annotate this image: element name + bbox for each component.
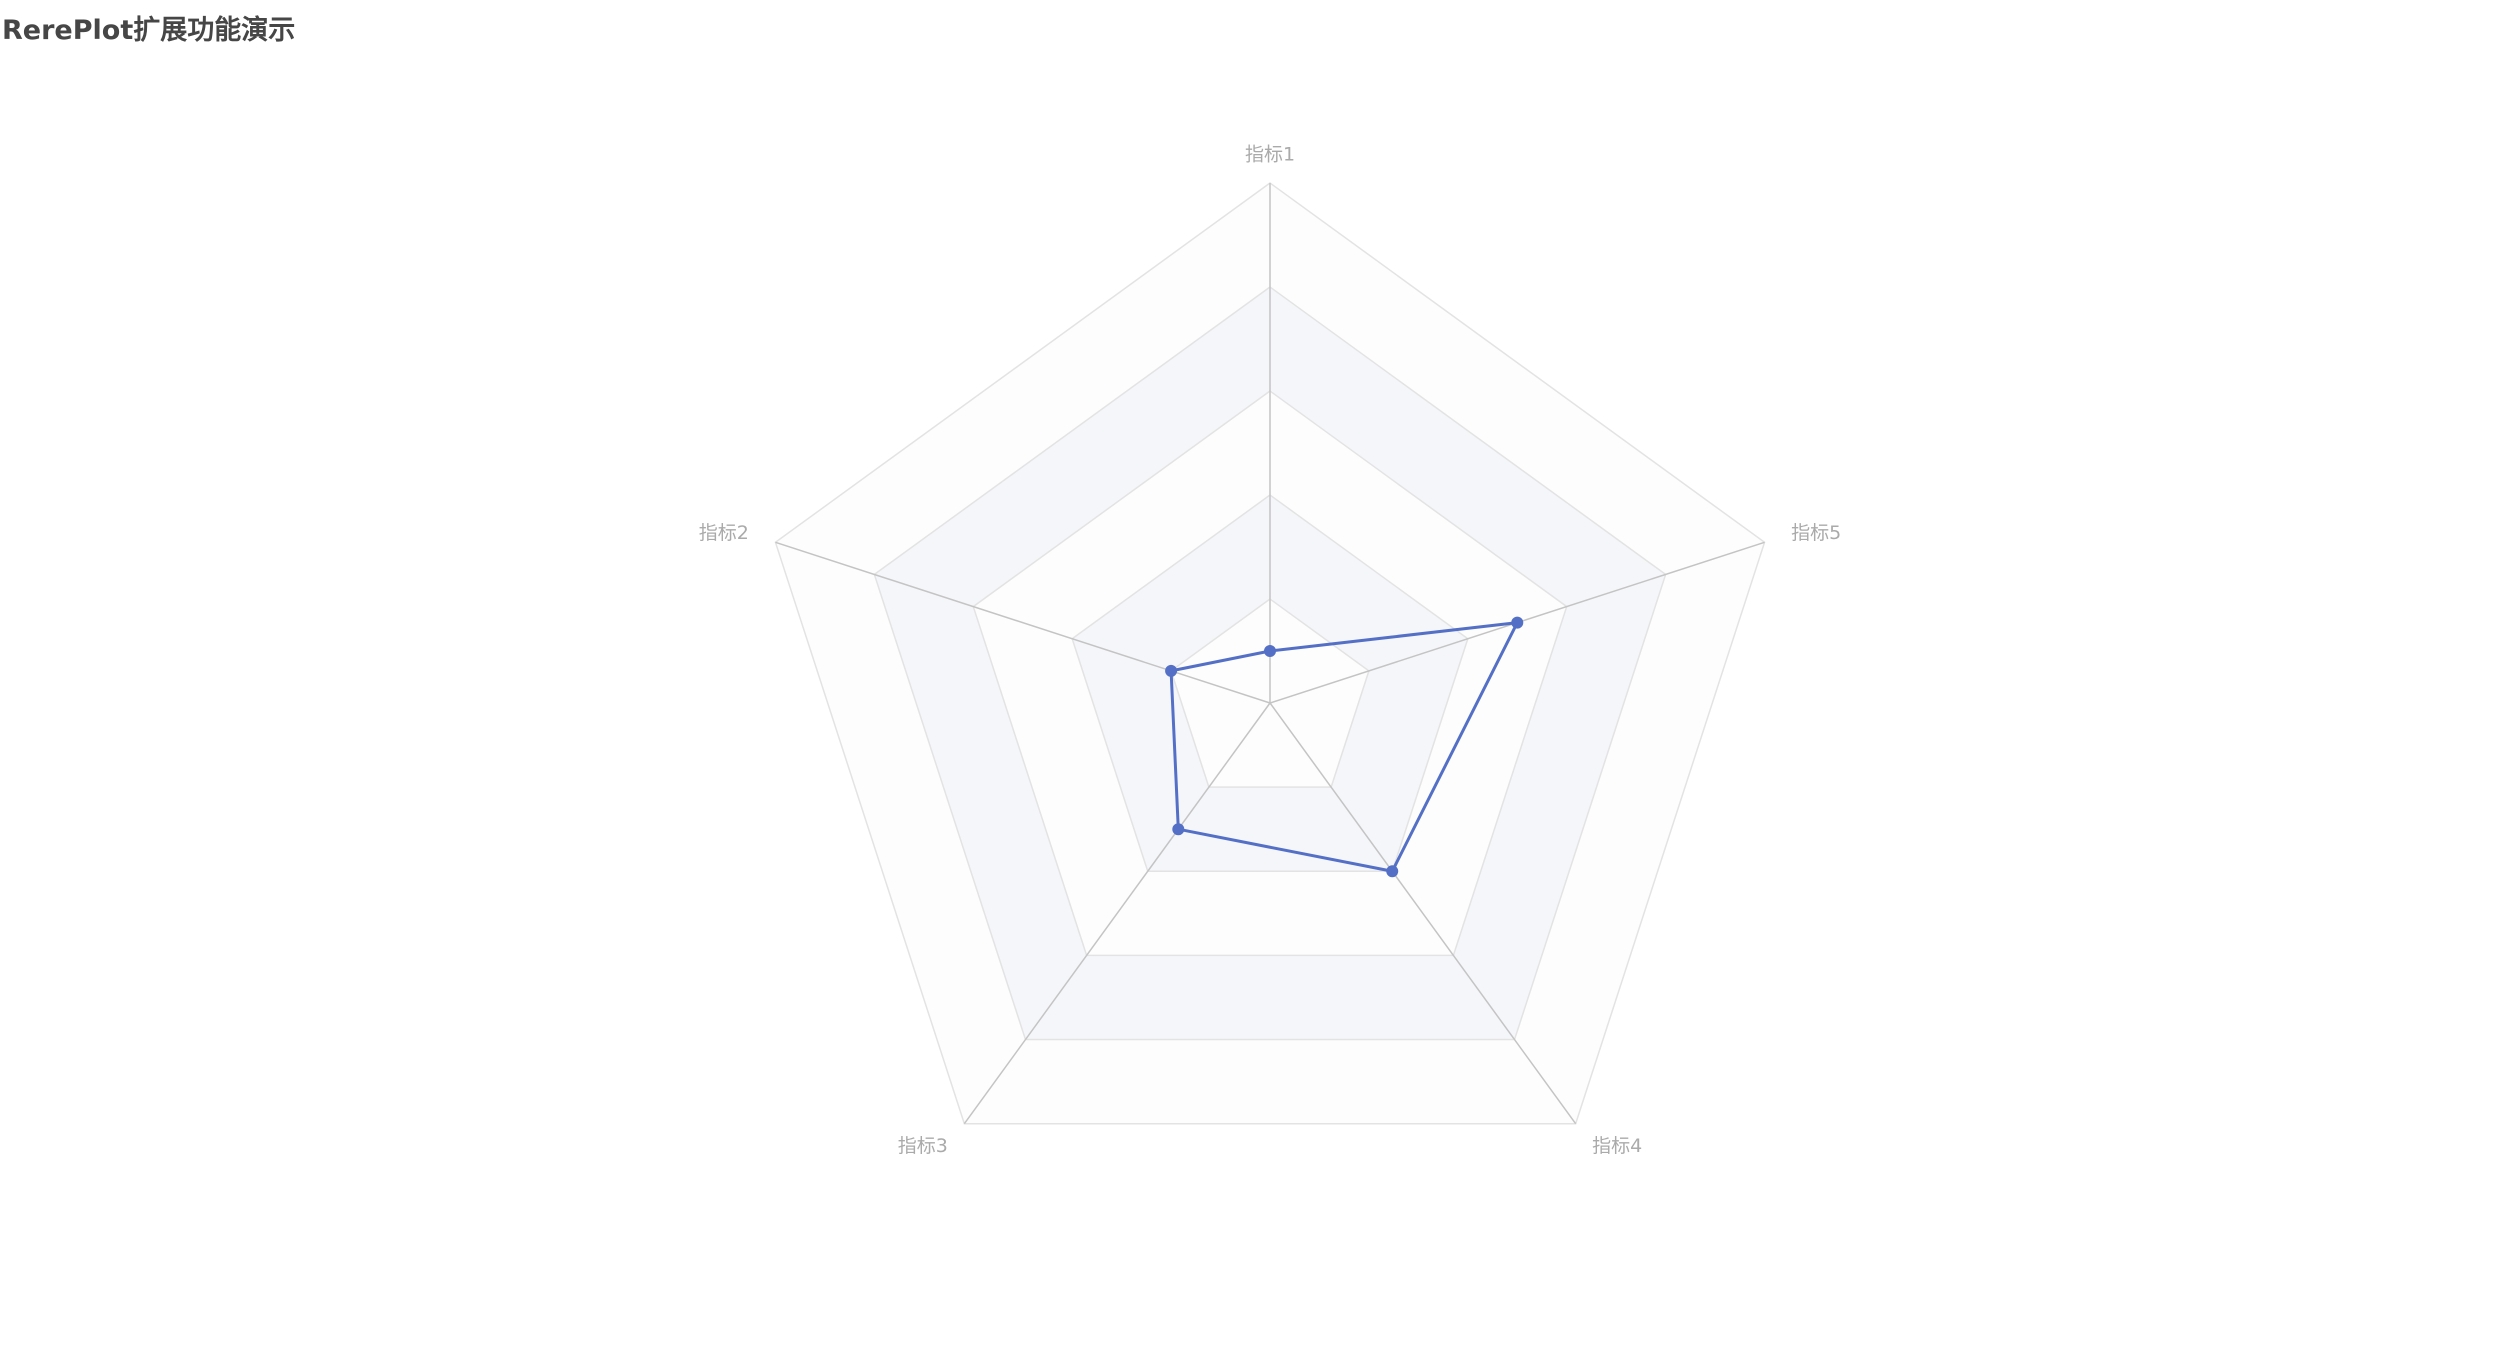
- radar-split-areas: [775, 183, 1765, 1124]
- radar-data-point[interactable]: [1511, 616, 1524, 629]
- radar-axis-line: [1269, 702, 1577, 1125]
- radar-split-line: [1071, 494, 1469, 873]
- radar-data-point[interactable]: [1386, 865, 1399, 878]
- radar-split-area: [874, 287, 1666, 1040]
- radar-split-area: [1072, 495, 1468, 872]
- chart-title: RerePlot扩展功能演示: [2, 15, 296, 46]
- radar-split-line: [1170, 598, 1370, 788]
- radar-series-layer: [1165, 616, 1524, 878]
- radar-split-area: [973, 391, 1567, 956]
- radar-axis-label: 指标2: [699, 522, 749, 544]
- radar-axis-label: 指标1: [1245, 144, 1295, 166]
- radar-split-line: [873, 286, 1667, 1041]
- radar-axis-labels: 指标1 指标2 指标3 指标4 指标5: [699, 144, 1842, 1157]
- radar-split-area: [775, 183, 1765, 1124]
- radar-data-point[interactable]: [1264, 645, 1276, 657]
- radar-series-line: [1169, 621, 1519, 873]
- radar-split-line: [774, 182, 1766, 1125]
- radar-axis-line: [963, 702, 1271, 1125]
- radar-data-point[interactable]: [1172, 823, 1185, 836]
- radar-data-point[interactable]: [1165, 664, 1178, 677]
- radar-axis-label: 指标3: [898, 1135, 948, 1157]
- radar-split-line: [972, 390, 1568, 957]
- radar-axis-label: 指标5: [1791, 522, 1841, 544]
- radar-split-lines: [774, 182, 1766, 1125]
- radar-axis-label: 指标4: [1592, 1135, 1642, 1157]
- radar-axis-line: [775, 541, 1271, 704]
